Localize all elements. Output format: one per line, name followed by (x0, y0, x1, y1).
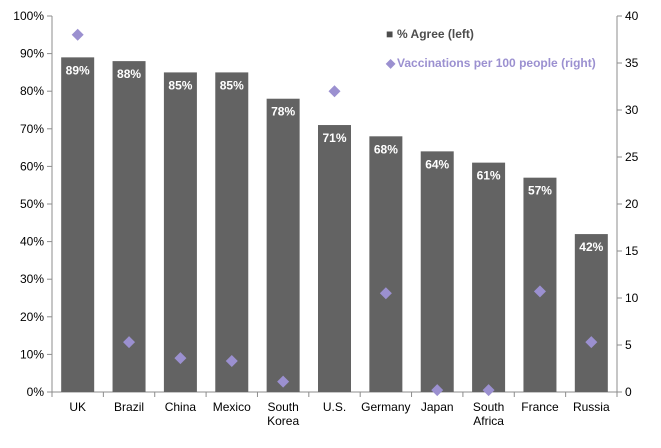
y-right-tick-label: 15 (625, 244, 639, 258)
y-right-tick-label: 20 (625, 197, 639, 211)
y-right-tick-label: 25 (625, 150, 639, 164)
legend-marker: ◆ (385, 56, 396, 70)
y-right-tick-label: 30 (625, 103, 639, 117)
x-tick-label: France (521, 400, 559, 414)
x-tick-label: Mexico (213, 400, 251, 414)
bar (61, 57, 95, 393)
bar (420, 151, 454, 392)
y-left-tick-label: 40% (20, 235, 44, 249)
x-tick-label: U.S. (323, 400, 346, 414)
bar (163, 72, 197, 393)
bar (574, 234, 608, 392)
vaccination-point (533, 285, 546, 298)
bar-data-label: 78% (271, 105, 295, 119)
bar-data-label: 89% (66, 63, 90, 77)
x-tick-label: South Africa (473, 400, 504, 428)
y-left-tick-label: 60% (20, 159, 44, 173)
vaccination-point (174, 352, 187, 365)
vaccination-point (225, 354, 238, 367)
y-left-tick-label: 70% (20, 122, 44, 136)
vaccination-point (123, 336, 136, 349)
y-left-tick-label: 30% (20, 272, 44, 286)
x-tick-label: Germany (361, 400, 410, 414)
vaccination-point (585, 336, 598, 349)
bar-data-label: 85% (168, 78, 192, 92)
labels-group: 89% 88% 85% 85% 78% 71% 68% 64% 61% 57% 42% (66, 63, 604, 254)
bar-data-label: 64% (425, 157, 449, 171)
y-left-tick-label: 0% (27, 385, 45, 399)
bar (215, 72, 249, 393)
vaccination-point (71, 28, 84, 41)
x-tick-label: South Korea (267, 400, 299, 428)
bar (472, 162, 506, 392)
bars-group (61, 57, 608, 393)
y-left-tick-label: 100% (13, 9, 44, 23)
bar-data-label: 57% (528, 184, 552, 198)
bar-data-label: 68% (374, 142, 398, 156)
x-tick-label: Japan (421, 400, 454, 414)
y-left-tick-label: 90% (20, 47, 44, 61)
x-tick-label: Russia (573, 400, 610, 414)
bar (523, 177, 557, 392)
bar (369, 136, 403, 392)
vaccination-point (379, 287, 392, 300)
vaccination-point (431, 384, 444, 397)
y-left-tick-label: 20% (20, 310, 44, 324)
legend-label: Vaccinations per 100 people (right) (397, 56, 596, 70)
vaccination-point (277, 375, 290, 388)
bar-data-label: 88% (117, 67, 141, 81)
bar (318, 125, 351, 392)
bar-data-label: 71% (322, 131, 346, 145)
bar-data-label: 42% (579, 240, 603, 254)
bar (266, 98, 300, 392)
legend: ■ % Agree (left) ◆ Vaccinations per 100 peo… (385, 27, 596, 70)
y-right-tick-label: 0 (625, 385, 632, 399)
legend-marker: ■ (386, 27, 393, 41)
bar-data-label: 61% (477, 169, 501, 183)
legend-label: % Agree (left) (397, 27, 474, 41)
y-left-tick-label: 50% (20, 197, 44, 211)
points-group (71, 28, 598, 397)
x-tick-label: China (165, 400, 197, 414)
x-tick-label: UK (69, 400, 86, 414)
vaccination-point (328, 85, 341, 98)
y-right-tick-label: 5 (625, 338, 632, 352)
x-tick-label: Brazil (114, 400, 144, 414)
y-right-tick-label: 40 (625, 9, 639, 23)
y-right-tick-label: 10 (625, 291, 639, 305)
y-right-tick-label: 35 (625, 56, 639, 70)
y-left-tick-label: 80% (20, 84, 44, 98)
vaccination-point (482, 384, 495, 397)
axes-group: 0% 10% 20% 30% 40% 50% 60% 70% 80% 90% 100% 0 5 10 15 2… (13, 9, 638, 428)
y-left-tick-label: 10% (20, 347, 44, 361)
bar-data-label: 85% (220, 78, 244, 92)
